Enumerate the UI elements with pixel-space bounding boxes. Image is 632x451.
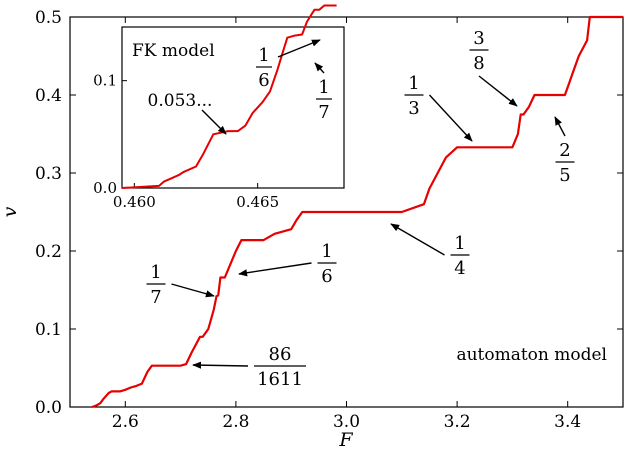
annotation-denominator: 8	[473, 53, 484, 74]
annotation-fraction: 14	[390, 223, 470, 279]
annotation-arrow	[314, 62, 325, 74]
main-y-ticks: 0.0 0.1 0.2 0.3 0.4 0.5	[35, 8, 623, 418]
annotation-numerator: 3	[473, 28, 484, 49]
annotation-numerator: 2	[559, 140, 570, 161]
annotation-denominator: 5	[559, 165, 570, 186]
annotation-arrow	[192, 361, 249, 369]
annotation-denominator: 6	[258, 70, 269, 91]
annotation-arrow	[428, 94, 473, 142]
annotation-arrow	[238, 262, 312, 277]
inset-x-ticks: 0.460 0.465	[113, 183, 279, 211]
inset-annotations: 0.053...16 17	[148, 39, 332, 135]
annotation-arrow	[277, 39, 321, 58]
main-x-tick-label: 3.0	[333, 412, 360, 432]
inset-y-tick-label: 0.0	[93, 179, 117, 197]
main-series-line	[91, 15, 623, 409]
annotation-numerator: 1	[321, 241, 332, 262]
annotation-fraction: 17	[314, 62, 332, 123]
main-x-tick-label: 3.4	[554, 412, 581, 432]
inset-series-line	[121, 4, 337, 189]
annotation-denominator: 1611	[257, 369, 303, 390]
main-y-tick-label: 0.2	[35, 242, 62, 262]
annotation-denominator: 3	[408, 98, 419, 119]
main-panel: 2.6 2.8 3.0 3.2 3.4 0.00.10.20.30.40.5 86161…	[0, 8, 624, 451]
inset-plot-frame	[121, 26, 345, 189]
inset-model-label: FK model	[132, 41, 215, 61]
x-axis-label: F	[338, 429, 353, 451]
main-y-tick-label: 0.4	[35, 86, 62, 106]
inset-x-tick-label: 0.460	[113, 193, 156, 211]
annotation-fraction: 16	[238, 241, 337, 287]
annotation-arrow	[478, 75, 518, 107]
main-y-tick-label: 0.0	[35, 398, 62, 418]
annotation-numerator: 86	[269, 344, 292, 365]
annotation-fraction: 17	[146, 262, 215, 308]
annotation-fraction: 16	[256, 39, 321, 91]
annotation-fraction: 38	[469, 28, 518, 107]
annotation-fraction: 86 1611	[192, 344, 306, 390]
inset-y-ticks: 0.0 0.1	[93, 72, 127, 197]
annotation-denominator: 4	[454, 258, 465, 279]
y-axis-label: v	[0, 206, 21, 217]
main-y-tick-label: 0.5	[35, 8, 62, 28]
main-x-tick-label: 2.8	[222, 412, 249, 432]
annotation-numerator: 1	[408, 73, 419, 94]
main-x-tick-label: 3.2	[444, 412, 471, 432]
annotation-arrow	[171, 283, 215, 298]
annotation-arrow	[201, 109, 227, 135]
annotation-denominator: 7	[318, 102, 329, 123]
annotation-denominator: 7	[150, 287, 161, 308]
annotation-arrow	[390, 223, 445, 256]
main-x-tick-label: 2.6	[112, 412, 139, 432]
main-y-tick-label: 0.3	[35, 164, 62, 184]
annotation-fraction: 13	[404, 73, 473, 142]
annotation-numerator: 1	[454, 233, 465, 254]
annotation-fraction: 25	[554, 116, 575, 186]
inset-panel: 0.460 0.465 0.00.1 0.053...16 17 FK model	[93, 4, 345, 211]
inset-x-tick-label: 0.465	[236, 193, 279, 211]
annotation-numerator: 1	[258, 45, 269, 66]
main-x-ticks: 2.6 2.8 3.0 3.2 3.4	[112, 17, 581, 432]
main-model-label: automaton model	[456, 345, 607, 365]
annotation-numerator: 1	[318, 77, 329, 98]
main-y-tick-label: 0.1	[35, 320, 62, 340]
inset-y-tick-label: 0.1	[93, 72, 117, 90]
annotation-arrow	[554, 116, 566, 137]
annotation-numerator: 1	[150, 262, 161, 283]
annotation-denominator: 6	[321, 266, 332, 287]
annotation-text: 0.053...	[148, 91, 227, 135]
annotation-label: 0.053...	[148, 91, 213, 111]
